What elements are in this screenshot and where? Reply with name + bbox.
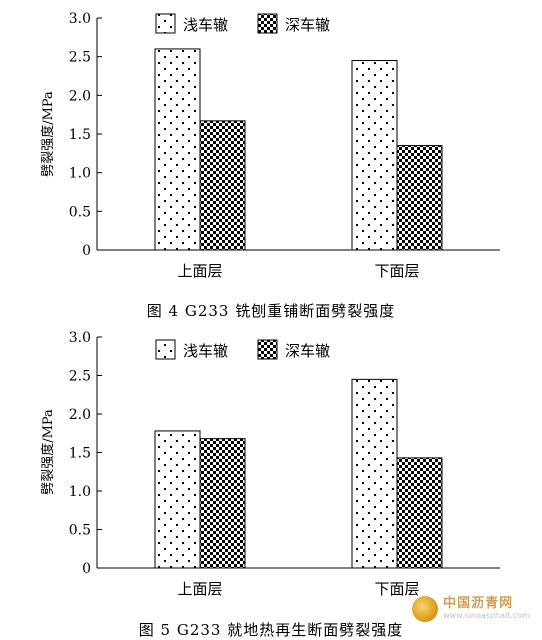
y-tick-label: 2.5 — [69, 50, 91, 66]
chart-fig4: 0 0.5 1.0 1.5 2.0 2.5 3.0 上面层 下面层 浅车辙 深车辙 劈裂强度/… — [40, 11, 500, 280]
y-tick-label: 3.0 — [69, 11, 91, 27]
y-tick-label: 1.0 — [69, 484, 91, 500]
bar-shallow-2 — [351, 378, 398, 569]
legend-label-deep: 深车辙 — [285, 16, 330, 34]
y-axis-label: 劈裂强度/MPa — [40, 91, 56, 177]
watermark-logo-icon — [412, 596, 439, 622]
chart-legend: 浅车辙 深车辙 — [155, 13, 330, 34]
chart-fig5: 0 0.5 1.0 1.5 2.0 2.5 3.0 上面层 下面层 浅车辙 深车辙 劈裂强度/… — [40, 330, 500, 598]
y-tick-label: 2.0 — [69, 407, 91, 423]
bar-shallow-1 — [154, 430, 201, 569]
y-tick-label: 1.5 — [69, 127, 91, 143]
legend-swatch-deep — [257, 339, 278, 360]
y-tick-label: 0.5 — [69, 204, 91, 220]
bar-deep-1 — [199, 438, 246, 569]
x-category-label: 上面层 — [177, 262, 222, 280]
y-tick-label: 0.5 — [69, 523, 91, 539]
watermark-url: www.sinoasphalt.com — [443, 610, 530, 620]
bar-deep-2 — [396, 457, 443, 569]
x-category-label: 下面层 — [374, 262, 419, 280]
y-tick-label: 2.0 — [69, 88, 91, 104]
bar-deep-2 — [396, 145, 443, 251]
bar-deep-1 — [199, 120, 246, 251]
watermark-name: 中国沥青网 — [443, 596, 514, 612]
chart-legend: 浅车辙 深车辙 — [155, 339, 330, 360]
legend-swatch-shallow — [155, 13, 176, 34]
y-tick-label: 3.0 — [69, 330, 91, 346]
y-tick-label: 0 — [82, 243, 91, 259]
figure-caption-5: 图 5 G233 就地热再生断面劈裂强度 — [138, 621, 404, 639]
y-tick-label: 0 — [82, 561, 91, 577]
y-tick-label: 1.0 — [69, 166, 91, 182]
legend-label-shallow: 浅车辙 — [183, 342, 228, 360]
y-tick-label: 2.5 — [69, 369, 91, 385]
legend-swatch-shallow — [155, 339, 176, 360]
bar-shallow-2 — [351, 60, 398, 251]
x-category-label: 下面层 — [374, 580, 419, 598]
watermark: 中国沥青网 www.sinoasphalt.com — [412, 596, 530, 622]
x-category-label: 上面层 — [177, 580, 222, 598]
figure-caption-4: 图 4 G233 铣刨重铺断面劈裂强度 — [146, 302, 396, 320]
legend-swatch-deep — [257, 13, 278, 34]
bar-shallow-1 — [154, 48, 201, 251]
legend-label-shallow: 浅车辙 — [183, 16, 228, 34]
y-tick-label: 1.5 — [69, 446, 91, 462]
legend-label-deep: 深车辙 — [285, 342, 330, 360]
y-axis-label: 劈裂强度/MPa — [40, 409, 56, 495]
